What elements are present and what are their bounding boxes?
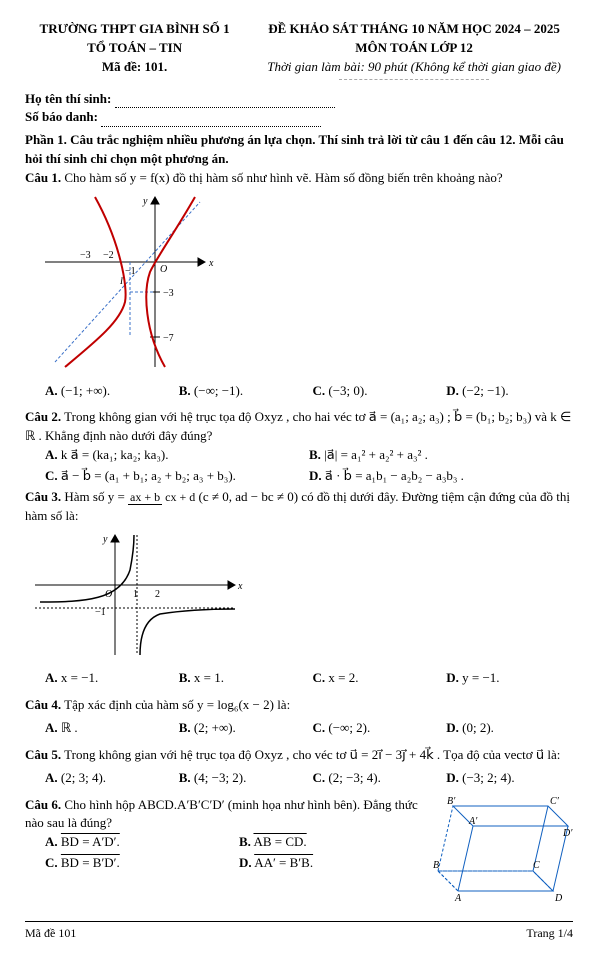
separator-dash [339,79,489,80]
part1-title: Phần 1. Câu trắc nghiệm nhiều phương án … [25,131,573,169]
q6-text: Cho hình hộp ABCD.A′B′C′D′ (minh họa như… [25,797,418,831]
exam-title: ĐỀ KHẢO SÁT THÁNG 10 NĂM HỌC 2024 – 2025 [255,20,573,39]
q2-optB: |a⃗| = a₁² + a₂² + a₃² . [324,447,428,462]
q2-label: Câu 2. [25,409,61,424]
q5-optA: (2; 3; 4). [61,770,106,785]
cube-label-C: C [533,860,540,871]
cube-label-B: B [433,860,439,871]
name-fill [115,95,335,108]
svg-text:x: x [237,581,243,592]
q6-optC: BD = B′D′. [61,855,120,870]
q5-options: A. (2; 3; 4). B. (4; −3; 2). C. (2; −3; … [45,769,573,788]
q2-text: Trong không gian với hệ trục tọa độ Oxyz… [25,409,571,443]
q6-options: A. BD = A′D′. B. AB = CD. C. BD = B′D′. … [45,833,433,875]
question-5: Câu 5. Trong không gian với hệ trục tọa … [25,746,573,765]
cube-label-Ap: A′ [468,816,478,827]
svg-text:−3: −3 [80,250,91,261]
question-2: Câu 2. Trong không gian với hệ trục tọa … [25,408,573,446]
q1-graph: x y O −3 −2 −1 −3 −7 I [25,192,573,378]
q6-optD: AA′ = B′B. [254,855,313,870]
q2-optA: k a⃗ = (ka₁; ka₂; ka₃). [61,447,169,462]
q4-optB: (2; +∞). [194,720,236,735]
name-label: Họ tên thí sinh: [25,91,111,106]
cube-label-Dp: D′ [562,828,573,839]
question-1: Câu 1. Cho hàm số y = f(x) đồ thị hàm số… [25,169,573,188]
q3-optB: x = 1. [194,670,224,685]
q3-optD: y = −1. [462,670,499,685]
exam-subject: MÔN TOÁN LỚP 12 [255,39,573,58]
q1-label: Câu 1. [25,170,61,185]
footer-left: Mã đề 101 [25,925,76,942]
page-footer: Mã đề 101 Trang 1/4 [25,921,573,942]
q3-frac-den: cx + d [165,490,195,504]
question-6: Câu 6. Cho hình hộp ABCD.A′B′C′D′ (minh … [25,796,573,912]
svg-text:1: 1 [133,589,138,600]
q1-text: Cho hàm số y = f(x) đồ thị hàm số như hì… [64,170,502,185]
student-name-row: Họ tên thí sinh: [25,90,573,109]
question-4: Câu 4. Tập xác định của hàm số y = log₆(… [25,696,573,715]
id-label: Số báo danh: [25,109,98,124]
question-3: Câu 3. Hàm số y = ax + b cx + d (c ≠ 0, … [25,488,573,526]
q3-text-pre: Hàm số y = [64,489,128,504]
svg-text:y: y [142,196,148,207]
student-id-row: Số báo danh: [25,108,573,127]
id-fill [101,114,321,127]
q3-optC: x = 2. [328,670,358,685]
svg-text:−2: −2 [103,250,114,261]
q1-optC: (−3; 0). [328,383,367,398]
header-right: ĐỀ KHẢO SÁT THÁNG 10 NĂM HỌC 2024 – 2025… [255,20,573,82]
q5-label: Câu 5. [25,747,61,762]
q5-text: Trong không gian với hệ trục tọa độ Oxyz… [64,747,560,762]
header: TRƯỜNG THPT GIA BÌNH SỐ 1 TỔ TOÁN – TIN … [25,20,573,82]
q3-graph: x y O 1 2 −1 [25,530,573,666]
q4-optA: ℝ . [61,720,78,735]
q4-text: Tập xác định của hàm số y = log₆(x − 2) … [64,697,290,712]
svg-text:−1: −1 [95,607,106,618]
q6-figure: A B C D A′ B′ C′ D′ [433,796,573,912]
svg-text:−3: −3 [163,288,174,299]
q1-optB: (−∞; −1). [194,383,243,398]
q2-optD: a⃗ · b⃗ = a₁b₁ − a₂b₂ − a₃b₃ . [325,468,464,483]
q3-options: A. x = −1. B. x = 1. C. x = 2. D. y = −1… [45,669,573,688]
q2-optC: a⃗ − b⃗ = (a₁ + b₁; a₂ + b₂; a₃ + b₃). [61,468,236,483]
q1-optA: (−1; +∞). [61,383,110,398]
q6-label: Câu 6. [25,797,61,812]
q4-options: A. ℝ . B. (2; +∞). C. (−∞; 2). D. (0; 2)… [45,719,573,738]
exam-code: 101. [145,59,168,74]
q3-frac-num: ax + b [128,490,162,505]
exam-time: Thời gian làm bài: 90 phút (Không kể thờ… [255,58,573,77]
q3-fraction: ax + b cx + d [128,489,195,506]
q5-optD: (−3; 2; 4). [462,770,514,785]
svg-text:x: x [208,258,214,269]
header-left: TRƯỜNG THPT GIA BÌNH SỐ 1 TỔ TOÁN – TIN … [25,20,244,82]
cube-label-Cp: C′ [550,796,560,807]
department: TỔ TOÁN – TIN [25,39,244,58]
q4-optC: (−∞; 2). [328,720,370,735]
footer-right: Trang 1/4 [526,925,573,942]
q6-optA: BD = A′D′. [61,834,120,849]
cube-label-Bp: B′ [447,796,456,807]
q5-optB: (4; −3; 2). [194,770,246,785]
svg-text:y: y [102,534,108,545]
cube-label-A: A [454,893,462,904]
q1-options: A. (−1; +∞). B. (−∞; −1). C. (−3; 0). D.… [45,382,573,401]
q4-optD: (0; 2). [462,720,494,735]
q2-options: A. k a⃗ = (ka₁; ka₂; ka₃). B. |a⃗| = a₁²… [45,446,573,488]
q1-optD: (−2; −1). [462,383,508,398]
q6-optB: AB = CD. [253,834,306,849]
school-name: TRƯỜNG THPT GIA BÌNH SỐ 1 [25,20,244,39]
q4-label: Câu 4. [25,697,61,712]
cube-label-D: D [554,893,563,904]
code-label: Mã đề: [102,59,141,74]
svg-text:−7: −7 [163,333,174,344]
svg-text:2: 2 [155,589,160,600]
q3-label: Câu 3. [25,489,61,504]
q3-optA: x = −1. [61,670,98,685]
svg-text:O: O [160,264,167,275]
q5-optC: (2; −3; 4). [328,770,380,785]
